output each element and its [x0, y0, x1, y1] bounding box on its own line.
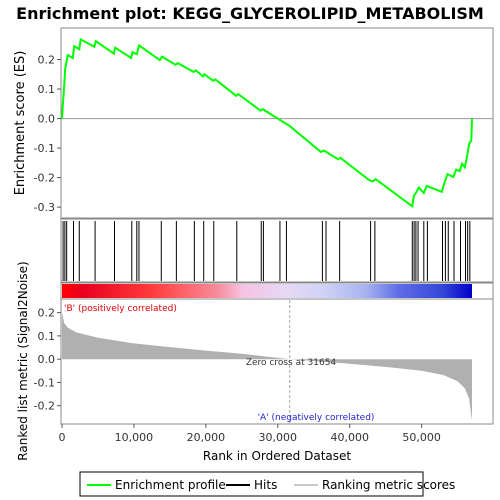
x-axis-label: Rank in Ordered Dataset	[203, 449, 351, 463]
hits-frame	[61, 219, 493, 282]
zero-cross-label: Zero cross at 31654	[246, 358, 337, 368]
es-axis-label: Enrichment score (ES)	[13, 51, 28, 196]
ranking-band-panel	[61, 283, 493, 299]
x-axis: 0 10,000 20,000 30,000 40,000 50,000	[59, 424, 441, 444]
positive-correlated-label: 'B' (positively correlated)	[64, 304, 177, 314]
legend-label-enrichment: Enrichment profile	[115, 478, 226, 492]
es-plot-frame	[61, 28, 493, 218]
es-y-tick-label: 0.0	[38, 113, 56, 126]
hits-panel	[61, 219, 493, 282]
x-tick-label: 50,000	[402, 431, 441, 444]
es-panel: -0.3 -0.2 -0.1 0.0 0.1 0.2 Enrichment score (…	[13, 28, 493, 218]
metric-y-tick-label: 0.1	[38, 330, 56, 343]
metric-y-tick-label: 0.0	[38, 353, 56, 366]
negative-correlated-label: 'A' (negatively correlated)	[258, 413, 375, 423]
ranking-color-band	[62, 284, 472, 298]
x-tick-label: 20,000	[187, 431, 226, 444]
x-tick-label: 0	[59, 431, 66, 444]
metric-y-tick-label: 0.2	[38, 307, 56, 320]
es-y-tick-label: -0.2	[34, 172, 55, 185]
metric-y-tick-label: -0.1	[34, 376, 55, 389]
legend-label-ranking: Ranking metric scores	[322, 478, 455, 492]
x-tick-label: 30,000	[259, 431, 298, 444]
metric-y-axis: -0.2 -0.1 0.0 0.1 0.2	[34, 307, 61, 413]
es-y-tick-label: -0.1	[34, 142, 55, 155]
es-y-tick-label: -0.3	[34, 201, 55, 214]
x-tick-label: 40,000	[330, 431, 369, 444]
x-tick-label: 10,000	[115, 431, 154, 444]
legend: Enrichment profile Hits Ranking metric s…	[80, 472, 455, 496]
es-y-tick-label: 0.2	[38, 54, 56, 67]
es-y-tick-label: 0.1	[38, 83, 56, 96]
chart-title: Enrichment plot: KEGG_GLYCEROLIPID_METAB…	[16, 4, 484, 23]
metric-axis-label: Ranked list metric (Signal2Noise)	[16, 261, 30, 460]
metric-y-tick-label: -0.2	[34, 400, 55, 413]
legend-label-hits: Hits	[254, 478, 277, 492]
es-y-axis: -0.3 -0.2 -0.1 0.0 0.1 0.2	[34, 54, 61, 215]
